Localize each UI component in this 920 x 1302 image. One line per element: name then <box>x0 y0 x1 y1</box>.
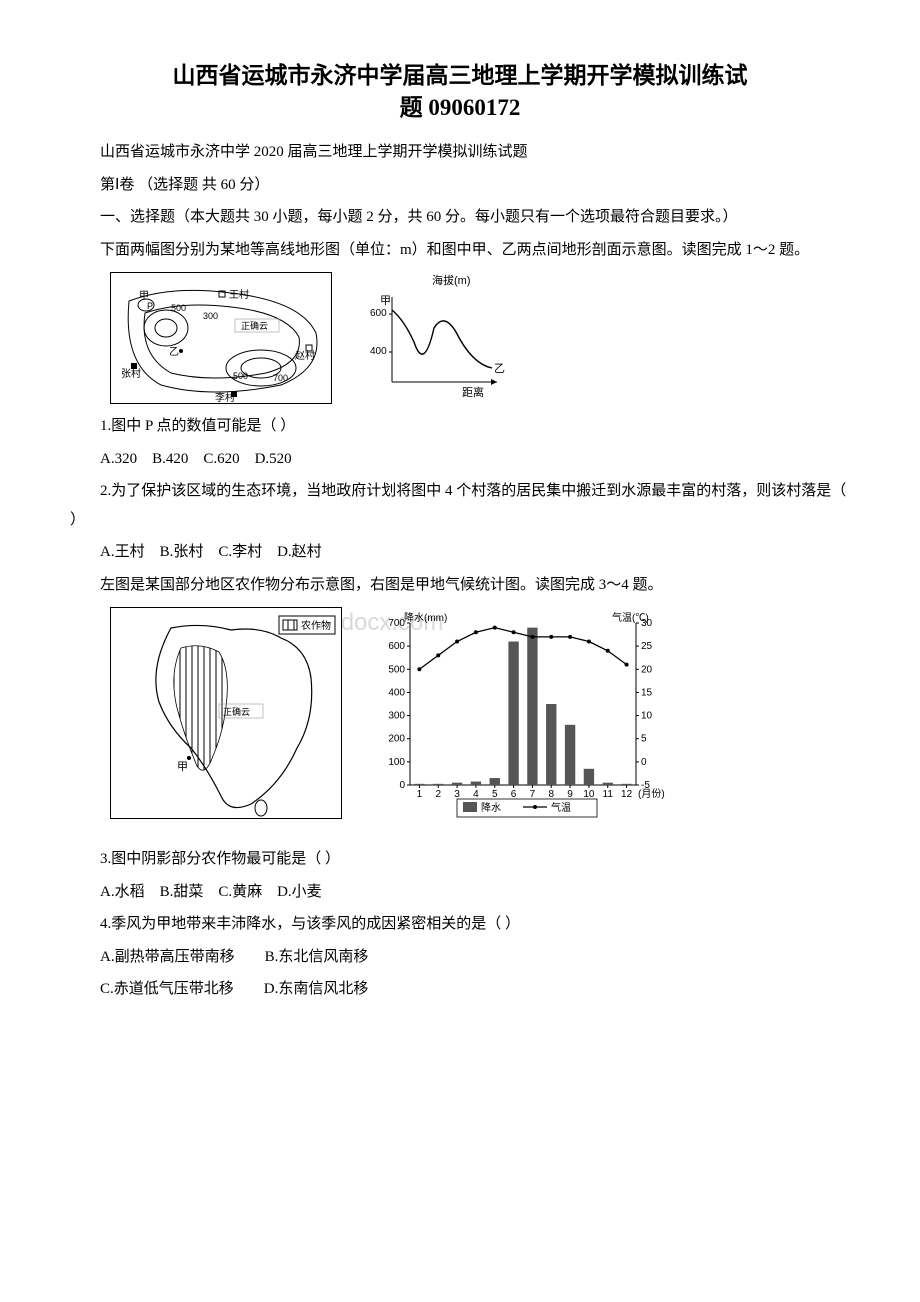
q3-options: A.水稻 B.甜菜 C.黄麻 D.小麦 <box>70 878 850 907</box>
contour-map-figure: 甲P乙王村张村李村赵村正确云500300500700 <box>110 272 332 404</box>
svg-text:乙: 乙 <box>494 362 505 375</box>
climate-chart-svg: 降水(mm)气温(℃)0100200300400500600700-505101… <box>372 607 672 837</box>
svg-text:4: 4 <box>473 789 479 800</box>
svg-text:正确云: 正确云 <box>223 706 250 717</box>
svg-text:P: P <box>147 301 153 311</box>
svg-text:25: 25 <box>641 642 653 653</box>
svg-text:100: 100 <box>388 757 405 768</box>
svg-text:20: 20 <box>641 665 653 676</box>
svg-text:乙: 乙 <box>169 346 179 358</box>
svg-text:200: 200 <box>388 734 405 745</box>
svg-text:700: 700 <box>388 618 405 629</box>
svg-text:甲: 甲 <box>380 295 391 307</box>
svg-text:9: 9 <box>567 789 573 800</box>
svg-text:气温: 气温 <box>551 801 571 814</box>
svg-text:距离: 距离 <box>462 385 484 399</box>
q4-options-b: C.赤道低气压带北移 D.东南信风北移 <box>70 975 850 1004</box>
section-label: 第Ⅰ卷 （选择题 共 60 分） <box>70 171 850 200</box>
crop-map-figure: 甲 正确云 农作物 <box>110 607 342 819</box>
svg-text:(月份): (月份) <box>638 788 665 800</box>
subtitle: 山西省运城市永济中学 2020 届高三地理上学期开学模拟训练试题 <box>70 138 850 167</box>
svg-text:海拔(m): 海拔(m) <box>432 273 471 287</box>
svg-text:12: 12 <box>621 789 633 800</box>
svg-text:500: 500 <box>233 371 248 381</box>
q4-stem: 4.季风为甲地带来丰沛降水，与该季风的成因紧密相关的是（ ） <box>70 910 850 939</box>
svg-text:6: 6 <box>511 789 517 800</box>
svg-text:2: 2 <box>435 789 441 800</box>
q2-stem: 2.为了保护该区域的生态环境，当地政府计划将图中 4 个村落的居民集中搬迁到水源… <box>70 477 850 534</box>
svg-text:张村: 张村 <box>121 367 141 380</box>
svg-text:正确云: 正确云 <box>241 320 268 331</box>
svg-text:5: 5 <box>641 734 647 745</box>
svg-text:1: 1 <box>417 789 423 800</box>
title-line-2: 题 09060172 <box>400 95 521 120</box>
svg-text:400: 400 <box>388 688 405 699</box>
climate-chart-figure: 降水(mm)气温(℃)0100200300400500600700-505101… <box>372 607 672 837</box>
q2-options: A.王村 B.张村 C.李村 D.赵村 <box>70 538 850 567</box>
svg-text:500: 500 <box>171 303 186 313</box>
svg-text:5: 5 <box>492 789 498 800</box>
stem-3-4: 左图是某国部分地区农作物分布示意图，右图是甲地气候统计图。读图完成 3～4 题。 <box>70 571 850 600</box>
svg-text:10: 10 <box>641 711 653 722</box>
contour-map-svg: 甲P乙王村张村李村赵村正确云500300500700 <box>111 273 331 403</box>
svg-text:10: 10 <box>583 789 595 800</box>
svg-text:15: 15 <box>641 688 653 699</box>
instructions: 一、选择题（本大题共 30 小题，每小题 2 分，共 60 分。每小题只有一个选… <box>70 203 850 232</box>
q4-options-a: A.副热带高压带南移 B.东北信风南移 <box>70 943 850 972</box>
svg-text:7: 7 <box>530 789 536 800</box>
q1-stem: 1.图中 P 点的数值可能是（ ） <box>70 412 850 441</box>
svg-text:0: 0 <box>641 757 647 768</box>
profile-figure: 海拔(m) 甲600 400 乙距离 <box>362 272 512 402</box>
svg-text:500: 500 <box>388 665 405 676</box>
svg-text:300: 300 <box>203 311 218 321</box>
stem-1-2: 下面两幅图分别为某地等高线地形图（单位：m）和图中甲、乙两点间地形剖面示意图。读… <box>70 236 850 265</box>
figure-group-2: 甲正确云农作物 降水(mm)气温(℃)010020030040050060070… <box>110 607 850 837</box>
svg-text:30: 30 <box>641 618 653 629</box>
q1-options: A.320 B.420 C.620 D.520 <box>70 445 850 474</box>
svg-text:600: 600 <box>370 308 387 319</box>
svg-text:降水: 降水 <box>481 801 501 814</box>
svg-text:农作物: 农作物 <box>301 619 331 632</box>
svg-text:11: 11 <box>603 789 614 800</box>
profile-svg: 海拔(m) 甲600 400 乙距离 <box>362 272 512 402</box>
svg-text:300: 300 <box>388 711 405 722</box>
q3-stem: 3.图中阴影部分农作物最可能是（ ） <box>70 845 850 874</box>
svg-text:甲: 甲 <box>177 761 188 773</box>
svg-text:8: 8 <box>548 789 554 800</box>
svg-text:王村: 王村 <box>229 288 249 301</box>
svg-text:700: 700 <box>273 373 288 383</box>
svg-text:赵村: 赵村 <box>295 349 315 362</box>
svg-text:降水(mm): 降水(mm) <box>404 611 447 624</box>
svg-text:李村: 李村 <box>215 391 235 403</box>
title-line-1: 山西省运城市永济中学届高三地理上学期开学模拟训练试 <box>173 63 748 88</box>
svg-text:3: 3 <box>454 789 460 800</box>
figure-group-1: 甲 P 乙 王村张村李村 赵村 正确云 500 300 500 700 海拔(m) 甲600 400 乙… <box>110 272 850 404</box>
svg-text:400: 400 <box>370 346 387 357</box>
svg-text:600: 600 <box>388 642 405 653</box>
svg-text:0: 0 <box>399 780 405 791</box>
crop-map-svg: 甲 正确云 农作物 <box>111 608 341 818</box>
